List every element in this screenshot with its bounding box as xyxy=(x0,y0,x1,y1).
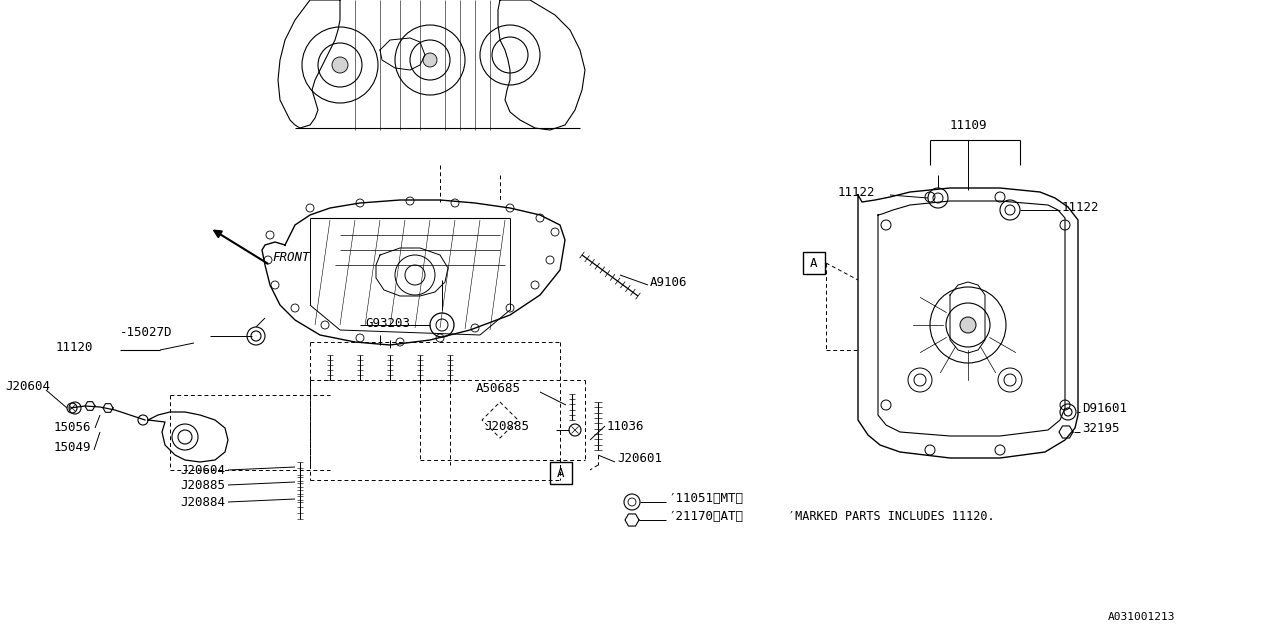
Text: ′MARKED PARTS INCLUDES 11120.: ′MARKED PARTS INCLUDES 11120. xyxy=(788,509,995,522)
Text: J20601: J20601 xyxy=(617,451,662,465)
Bar xyxy=(803,252,826,274)
Text: ′11051「MT」: ′11051「MT」 xyxy=(668,492,742,504)
Text: 11122: 11122 xyxy=(1062,200,1100,214)
Circle shape xyxy=(960,317,977,333)
Text: A: A xyxy=(810,257,818,269)
Bar xyxy=(550,462,572,484)
Text: A50685: A50685 xyxy=(476,381,521,394)
Text: 11122: 11122 xyxy=(838,186,876,198)
Text: -15027D: -15027D xyxy=(120,326,173,339)
Circle shape xyxy=(422,53,436,67)
Text: J20604: J20604 xyxy=(5,380,50,392)
Text: J20885: J20885 xyxy=(180,479,225,492)
Text: A031001213: A031001213 xyxy=(1107,612,1175,622)
Text: 11036: 11036 xyxy=(607,419,645,433)
Text: 11120: 11120 xyxy=(56,340,93,353)
Text: J20885: J20885 xyxy=(484,419,529,433)
Text: ′21170「AT」: ′21170「AT」 xyxy=(668,509,742,522)
Text: 15056: 15056 xyxy=(54,420,91,433)
Text: G93203: G93203 xyxy=(365,317,410,330)
Text: J20884: J20884 xyxy=(180,495,225,509)
Text: J20604: J20604 xyxy=(180,463,225,477)
Text: FRONT: FRONT xyxy=(273,250,310,264)
Text: 15049: 15049 xyxy=(54,440,91,454)
Circle shape xyxy=(332,57,348,73)
Text: A9106: A9106 xyxy=(650,275,687,289)
Text: A: A xyxy=(557,467,564,479)
Text: D91601: D91601 xyxy=(1082,401,1126,415)
Text: 11109: 11109 xyxy=(950,119,987,132)
Text: 32195: 32195 xyxy=(1082,422,1120,435)
